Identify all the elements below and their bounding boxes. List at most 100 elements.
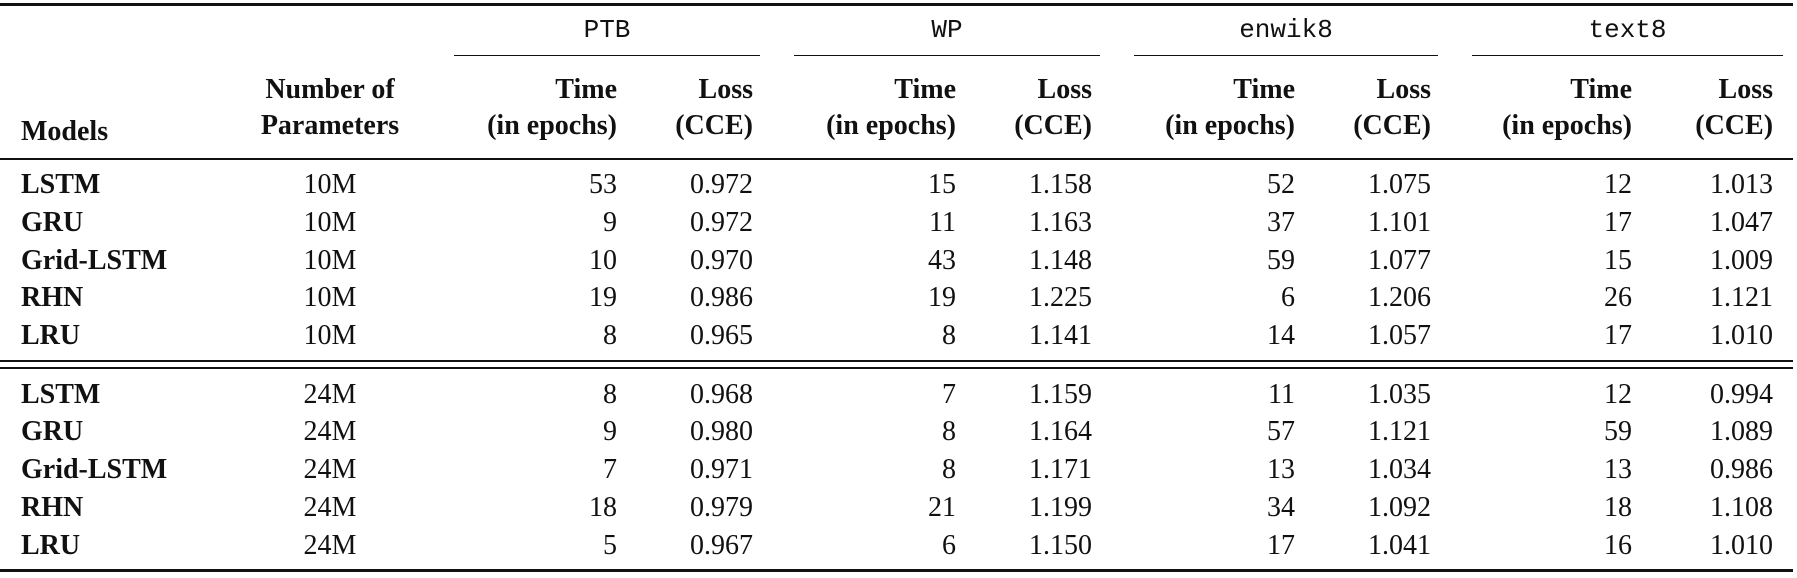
time-enwik8-cell: 52: [1267, 169, 1295, 201]
spacer: [0, 354, 1793, 361]
double-rule: [0, 360, 1794, 370]
loss-ptb-cell: 0.972: [690, 169, 753, 201]
table-row: GRU 10M 9 0.972 11 1.163 37 1.101 17 1.047: [0, 204, 1793, 242]
time-text8-cell: 16: [1604, 529, 1632, 561]
parameter-count: 10M: [303, 207, 357, 239]
parameter-count: 24M: [303, 529, 357, 561]
time-text8-cell: 17: [1604, 320, 1632, 352]
time-enwik8-cell: 59: [1267, 244, 1295, 276]
model-name: LRU: [21, 320, 81, 352]
loss-header-enwik8: Loss (CCE): [1310, 58, 1448, 160]
time-wp-cell: 15: [928, 169, 956, 201]
time-ptb-cell: 8: [603, 378, 617, 410]
table-row: RHN 10M 19 0.986 19 1.225 6 1.206 26 1.121: [0, 279, 1793, 317]
loss-wp-cell: 1.225: [1029, 282, 1092, 314]
time-ptb-cell: 9: [603, 207, 617, 239]
loss-wp-cell: 1.171: [1029, 454, 1092, 486]
model-name: LSTM: [21, 378, 101, 410]
loss-wp-cell: 1.150: [1029, 529, 1092, 561]
time-wp-cell: 43: [928, 244, 956, 276]
time-wp-cell: 8: [942, 320, 956, 352]
loss-text8-cell: 1.108: [1710, 491, 1774, 523]
time-ptb-cell: 8: [603, 320, 617, 352]
loss-enwik8-cell: 1.041: [1368, 529, 1431, 561]
time-enwik8-cell: 11: [1268, 378, 1295, 410]
time-enwik8-cell: 37: [1267, 207, 1295, 239]
model-name: GRU: [21, 207, 84, 239]
loss-wp-cell: 1.199: [1029, 491, 1092, 523]
time-header-text8: Time (in epochs): [1448, 58, 1648, 160]
model-name: GRU: [21, 416, 84, 448]
loss-enwik8-cell: 1.035: [1368, 378, 1431, 410]
time-wp-cell: 21: [928, 491, 956, 523]
time-ptb-cell: 9: [603, 416, 617, 448]
table-row: LRU 10M 8 0.965 8 1.141 14 1.057 17 1.010: [0, 317, 1793, 355]
time-enwik8-cell: 57: [1267, 416, 1295, 448]
loss-header-ptb: Loss (CCE): [630, 58, 770, 160]
parameter-count: 10M: [303, 282, 357, 314]
parameter-count: 24M: [303, 416, 357, 448]
time-enwik8-cell: 14: [1267, 320, 1295, 352]
loss-ptb-cell: 0.971: [690, 454, 753, 486]
loss-enwik8-cell: 1.034: [1368, 454, 1431, 486]
time-header-wp: Time (in epochs): [770, 58, 970, 160]
parameter-count: 10M: [303, 244, 357, 276]
time-ptb-cell: 7: [603, 454, 617, 486]
loss-wp-cell: 1.148: [1029, 244, 1092, 276]
loss-wp-cell: 1.141: [1029, 320, 1092, 352]
time-ptb-cell: 5: [603, 529, 617, 561]
spacer: [0, 159, 1793, 166]
loss-ptb-cell: 0.980: [690, 416, 753, 448]
loss-wp-cell: 1.163: [1029, 207, 1092, 239]
dataset-header-wp: WP: [770, 3, 1110, 58]
loss-wp-cell: 1.158: [1029, 169, 1092, 201]
column-header-row: Models Number of Parameters Time (in epoch…: [0, 58, 1794, 160]
loss-ptb-cell: 0.986: [690, 282, 753, 314]
model-name: LSTM: [21, 169, 101, 201]
time-wp-cell: 11: [929, 207, 956, 239]
params-header: Number of Parameters: [230, 58, 430, 160]
loss-text8-cell: 1.009: [1710, 244, 1774, 276]
time-wp-cell: 7: [942, 378, 956, 410]
loss-ptb-cell: 0.967: [690, 529, 753, 561]
parameter-count: 24M: [303, 378, 357, 410]
time-ptb-cell: 19: [589, 282, 617, 314]
loss-enwik8-cell: 1.075: [1368, 169, 1431, 201]
table-row: GRU 24M 9 0.980 8 1.164 57 1.121 59 1.089: [0, 413, 1793, 451]
loss-ptb-cell: 0.979: [690, 491, 753, 523]
time-wp-cell: 19: [928, 282, 956, 314]
model-name: RHN: [21, 491, 84, 523]
loss-enwik8-cell: 1.121: [1368, 416, 1431, 448]
dataset-header-ptb: PTB: [430, 3, 770, 58]
table-row: Grid-LSTM 24M 7 0.971 8 1.171 13 1.034 13 0.986: [0, 451, 1793, 489]
loss-ptb-cell: 0.972: [690, 207, 753, 239]
loss-enwik8-cell: 1.206: [1368, 282, 1431, 314]
dataset-header-row: PTB WP enwik8 text8: [0, 3, 1794, 58]
loss-enwik8-cell: 1.092: [1368, 491, 1431, 523]
table-row: LSTM 10M 53 0.972 15 1.158 52 1.075 12 1.013: [0, 166, 1793, 204]
time-header-enwik8: Time (in epochs): [1110, 58, 1310, 160]
table-row: RHN 24M 18 0.979 21 1.199 34 1.092 18 1.108: [0, 489, 1793, 527]
loss-wp-cell: 1.159: [1029, 378, 1092, 410]
spacer: [0, 368, 1793, 375]
table-row: LSTM 24M 8 0.968 7 1.159 11 1.035 12 0.994: [0, 375, 1793, 413]
loss-enwik8-cell: 1.101: [1368, 207, 1431, 239]
loss-enwik8-cell: 1.057: [1368, 320, 1431, 352]
loss-text8-cell: 1.010: [1710, 320, 1774, 352]
time-wp-cell: 8: [942, 416, 956, 448]
dataset-header-enwik8: enwik8: [1110, 3, 1448, 58]
parameter-count: 10M: [303, 320, 357, 352]
model-name: Grid-LSTM: [21, 454, 168, 486]
table-row: Grid-LSTM 10M 10 0.970 43 1.148 59 1.077 15 1.009: [0, 241, 1793, 279]
time-ptb-cell: 18: [589, 491, 617, 523]
loss-text8-cell: 0.994: [1710, 378, 1774, 410]
loss-ptb-cell: 0.970: [690, 244, 753, 276]
loss-ptb-cell: 0.965: [690, 320, 753, 352]
time-text8-cell: 15: [1604, 244, 1632, 276]
time-ptb-cell: 10: [589, 244, 617, 276]
model-name: LRU: [21, 529, 81, 561]
time-text8-cell: 26: [1604, 282, 1632, 314]
parameter-count: 10M: [303, 169, 357, 201]
model-name: RHN: [21, 282, 84, 314]
parameter-count: 24M: [303, 491, 357, 523]
